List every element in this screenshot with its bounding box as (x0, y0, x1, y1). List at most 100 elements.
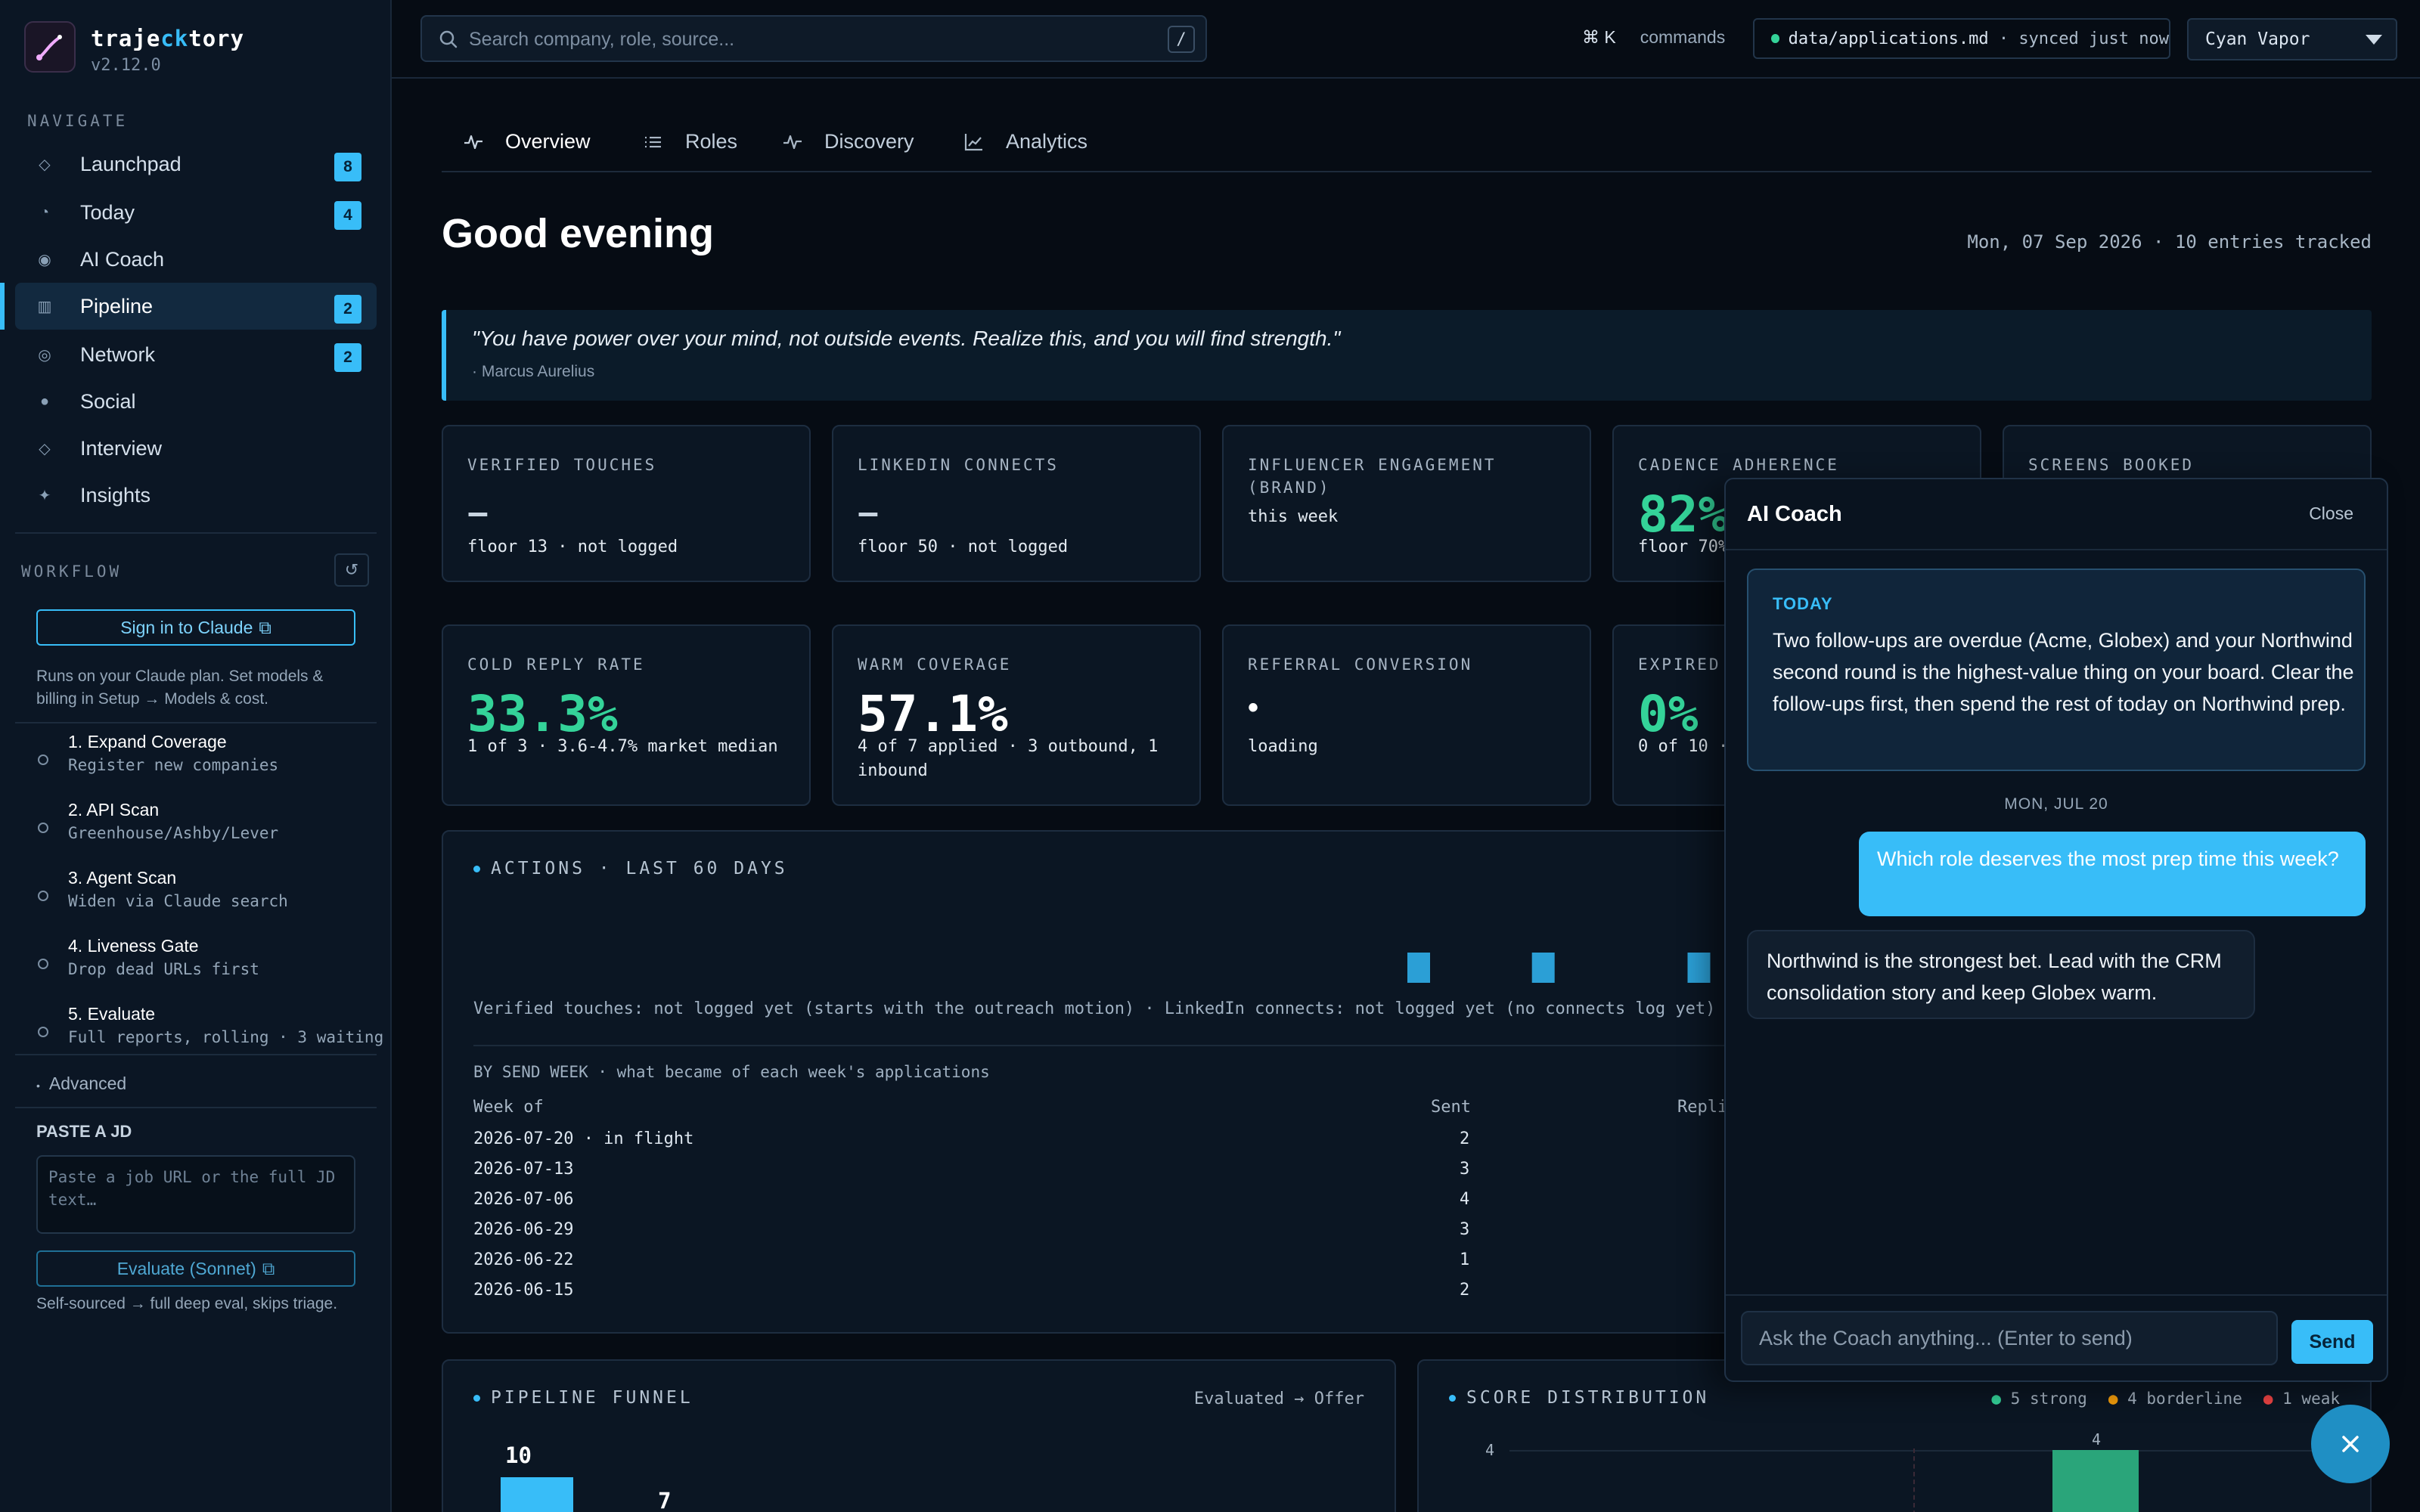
brand[interactable]: trajecktory v2.12.0 (24, 21, 368, 75)
toggle-coach-button[interactable] (2311, 1405, 2390, 1483)
external-link-icon: ⧉ (262, 1258, 275, 1278)
metric-sub: 0 of 10 · (1638, 737, 1729, 756)
funnel-bar-label: 10 (505, 1442, 532, 1468)
coach-input[interactable] (1741, 1311, 2278, 1365)
brand-name: trajecktory (91, 26, 245, 51)
metric-card-referral-conversion: REFERRAL CONVERSION • loading (1222, 624, 1591, 806)
sidebar-item-ai-coach[interactable]: ◉ AI Coach (15, 236, 377, 283)
workflow-step[interactable]: 1. Expand Coverage Register new companies (36, 732, 369, 792)
sign-in-label: Sign in to Claude (120, 617, 253, 637)
metric-label: INFLUENCER ENGAGEMENT (BRAND) (1248, 456, 1497, 497)
tab-overview[interactable]: Overview (463, 130, 591, 153)
metric-sub: floor 70% (1638, 538, 1729, 556)
metric-label: CADENCE ADHERENCE (1638, 456, 1839, 474)
actions-note: Verified touches: not logged yet (starts… (473, 999, 1716, 1018)
sidebar: trajecktory v2.12.0 NAVIGATE ◇ Launchpad 8… (0, 0, 392, 1512)
sparkle-icon: ✦ (38, 487, 51, 504)
step-subtitle: Widen via Claude search (68, 892, 288, 910)
metric-label: VERIFIED TOUCHES (467, 456, 657, 474)
metric-card-influencer-engagement: INFLUENCER ENGAGEMENT (BRAND) this week (1222, 425, 1591, 582)
metric-value: 0% (1638, 685, 1699, 743)
legend-item-strong: ● 5 strong (1991, 1390, 2087, 1408)
search-box[interactable]: / (420, 15, 1207, 62)
tab-label: Overview (505, 130, 591, 153)
sidebar-item-label: Social (80, 389, 136, 413)
table-cell-sent: 1 (1460, 1250, 1470, 1269)
tab-discovery[interactable]: Discovery (782, 130, 914, 153)
quote-banner: "You have power over your mind, not outs… (442, 310, 2372, 401)
evaluate-note: Self-sourced → full deep eval, skips tri… (36, 1295, 338, 1312)
funnel-title-text: PIPELINE FUNNEL (491, 1388, 693, 1408)
table-cell-sent: 4 (1460, 1190, 1470, 1209)
quote-text: "You have power over your mind, not outs… (472, 327, 1341, 350)
brand-version: v2.12.0 (91, 56, 161, 75)
sidebar-item-network[interactable]: ◎ Network 2 (15, 331, 377, 378)
search-input[interactable] (469, 24, 1134, 54)
metric-label: WARM COVERAGE (858, 655, 1012, 674)
sidebar-item-launchpad[interactable]: ◇ Launchpad 8 (15, 141, 377, 187)
sign-in-claude-button[interactable]: Sign in to Claude ⧉ (36, 609, 355, 646)
actions-bar (1687, 953, 1711, 983)
table-cell-week: 2026-06-22 (473, 1250, 574, 1269)
chevron-down-icon (2366, 35, 2382, 45)
bullet-icon (1449, 1394, 1456, 1402)
columns-icon: ▥ (37, 298, 52, 315)
metric-card-cold-reply-rate: COLD REPLY RATE 33.3% 1 of 3 · 3.6-4.7% … (442, 624, 811, 806)
threshold-line (1913, 1448, 1915, 1512)
coach-message: Northwind is the strongest bet. Lead wit… (1747, 930, 2255, 1019)
sync-status: data/applications.md · synced just now (1753, 18, 2170, 59)
command-label: commands (1640, 27, 1726, 47)
metric-label: EXPIRED (1638, 655, 1721, 674)
bullet-icon (473, 1394, 480, 1402)
metric-label: SCREENS BOOKED (2028, 456, 2195, 474)
metric-value: 57.1% (858, 685, 1008, 743)
sidebar-item-label: AI Coach (80, 247, 165, 271)
evaluate-label: Evaluate (Sonnet) (116, 1258, 256, 1278)
send-button[interactable]: Send (2291, 1320, 2373, 1364)
clock-icon: ◔ (39, 203, 50, 221)
sidebar-item-interview[interactable]: ◇ Interview (15, 425, 377, 472)
reset-workflow-button[interactable]: ↺ (334, 553, 369, 587)
jd-input[interactable] (36, 1155, 355, 1234)
day-separator: MON, JUL 20 (2004, 795, 2108, 813)
metric-sub: floor 50 · not logged (858, 538, 1069, 556)
external-link-icon: ⧉ (259, 617, 271, 637)
y-tick-label: 4 (1485, 1441, 1495, 1459)
signin-note: Runs on your Claude plan. Set models & b… (36, 668, 324, 708)
tab-analytics[interactable]: Analytics (963, 130, 1087, 153)
sync-path: data/applications.md (1788, 29, 1989, 48)
table-cell-week: 2026-06-15 (473, 1281, 574, 1300)
quote-author: · Marcus Aurelius (472, 363, 595, 380)
advanced-toggle[interactable]: • Advanced (36, 1074, 126, 1094)
sidebar-item-label: Today (80, 200, 135, 224)
sidebar-item-today[interactable]: ◔ Today 4 (15, 189, 377, 236)
command-palette-button[interactable]: ⌘ K commands (1582, 27, 1725, 48)
active-indicator (0, 283, 5, 330)
metric-sub: loading (1248, 737, 1318, 756)
sidebar-item-social[interactable]: ● Social (15, 378, 377, 425)
panel-divider (473, 1045, 2341, 1046)
coach-divider (1726, 1294, 2387, 1296)
workflow-step[interactable]: 3. Agent Scan Widen via Claude search (36, 868, 369, 928)
close-coach-button[interactable]: Close (2309, 503, 2353, 523)
ai-coach-drawer: AI Coach Close TODAY Two follow-ups are … (1724, 478, 2388, 1382)
sidebar-item-label: Interview (80, 436, 163, 460)
tab-bar: Overview Roles Discovery Analytics (442, 121, 2372, 172)
evaluate-button[interactable]: Evaluate (Sonnet) ⧉ (36, 1250, 355, 1287)
funnel-bar (501, 1477, 573, 1512)
tab-roles[interactable]: Roles (643, 130, 737, 153)
workflow-step[interactable]: 2. API Scan Greenhouse/Ashby/Lever (36, 800, 369, 860)
step-title: 3. Agent Scan (68, 868, 177, 888)
sidebar-divider (15, 1054, 377, 1055)
dot-icon: ● (39, 392, 50, 410)
advanced-label: Advanced (48, 1074, 127, 1093)
sidebar-item-pipeline[interactable]: ▥ Pipeline 2 (0, 283, 377, 330)
sidebar-item-insights[interactable]: ✦ Insights (15, 472, 377, 519)
theme-select[interactable]: Cyan Vapor (2187, 18, 2397, 60)
column-header-replies: Repli (1677, 1098, 1728, 1117)
search-shortcut-key: / (1168, 26, 1195, 53)
date-summary: Mon, 07 Sep 2026 · 10 entries tracked (1967, 231, 2372, 253)
table-cell-week: 2026-07-13 (473, 1160, 574, 1179)
workflow-step[interactable]: 5. Evaluate Full reports, rolling · 3 wai… (36, 1004, 383, 1064)
workflow-step[interactable]: 4. Liveness Gate Drop dead URLs first (36, 936, 369, 996)
